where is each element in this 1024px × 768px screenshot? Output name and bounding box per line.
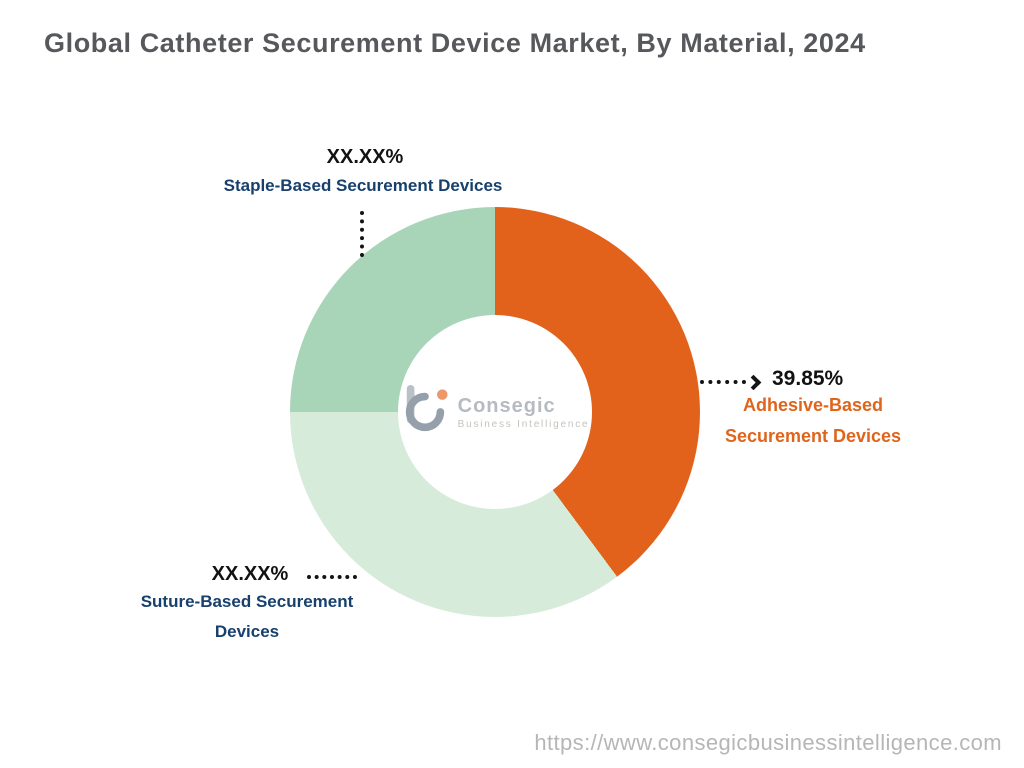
adhesive-arrow-icon: [745, 374, 762, 391]
brand-logo-icon: [401, 383, 449, 442]
adhesive-percentage: 39.85%: [772, 367, 844, 390]
suture-leader-line: [307, 575, 357, 579]
adhesive-leader-line: [700, 380, 746, 384]
staple-label: Staple-Based Securement Devices: [223, 176, 503, 195]
suture-label-line2: Devices: [214, 622, 280, 641]
brand-watermark: Consegic Business Intelligence: [401, 383, 590, 442]
brand-tagline: Business Intelligence: [457, 418, 590, 430]
brand-name: Consegic: [457, 394, 556, 417]
chart-title: Global Catheter Securement Device Market…: [44, 28, 866, 58]
donut-hole: Consegic Business Intelligence: [398, 315, 592, 509]
suture-label-line1: Suture-Based Securement: [140, 592, 354, 611]
source-url: https://www.consegicbusinessintelligence…: [534, 730, 1002, 755]
staple-leader-line: [360, 211, 364, 257]
donut-chart: Consegic Business Intelligence: [290, 207, 700, 617]
suture-percentage: XX.XX%: [211, 563, 289, 585]
staple-percentage: XX.XX%: [326, 146, 404, 168]
adhesive-label-line1: Adhesive-Based: [742, 395, 884, 415]
adhesive-label-line2: Securement Devices: [724, 426, 902, 446]
